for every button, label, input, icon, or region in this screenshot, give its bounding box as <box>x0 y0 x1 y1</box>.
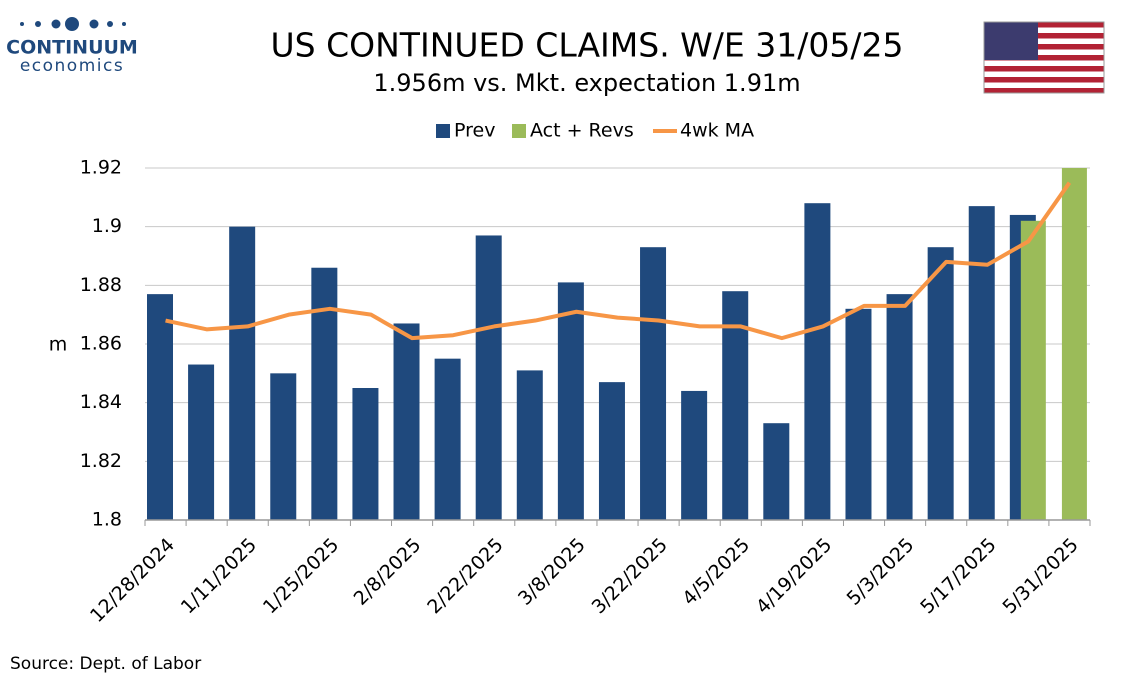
bar <box>475 235 502 520</box>
bar <box>311 267 338 520</box>
bar <box>598 382 625 520</box>
line <box>165 181 1072 341</box>
x-tick-label: 5/3/2025 <box>843 534 919 610</box>
bar <box>434 358 461 520</box>
x-tick-label: 4/19/2025 <box>752 534 836 618</box>
logo: CONTINUUM economics <box>6 17 138 76</box>
us-flag <box>983 21 1105 94</box>
chart-title: US CONTINUED CLAIMS. W/E 31/05/25 <box>271 26 904 65</box>
source: Source: Dept. of Labor <box>10 654 201 674</box>
bar <box>557 282 584 520</box>
legend-swatch <box>436 124 450 138</box>
bar <box>763 423 790 520</box>
legend-label: Act + Revs <box>530 120 634 142</box>
x-tick-label: 12/28/2024 <box>86 534 179 627</box>
y-axis-label: m <box>49 334 68 356</box>
legend-swatch <box>512 124 526 138</box>
bar <box>1020 220 1046 520</box>
bar <box>845 308 872 520</box>
x-tick-label: 1/25/2025 <box>259 534 343 618</box>
bar <box>927 247 954 520</box>
bar <box>229 226 256 520</box>
bar <box>188 364 215 520</box>
bar <box>1061 168 1087 520</box>
x-tick-label: 5/17/2025 <box>916 534 1000 618</box>
y-tick-label: 1.86 <box>80 333 122 355</box>
legend-label: 4wk MA <box>680 120 754 142</box>
y-tick-label: 1.9 <box>92 215 122 237</box>
logo-tagline: economics <box>20 56 124 76</box>
bar <box>681 390 708 520</box>
x-tick-label: 2/8/2025 <box>350 534 426 610</box>
x-tick-label: 5/31/2025 <box>998 534 1082 618</box>
x-tick-label: 3/8/2025 <box>514 534 590 610</box>
bar <box>640 247 667 520</box>
chart-subtitle: 1.956m vs. Mkt. expectation 1.91m <box>373 69 800 97</box>
bar <box>270 373 297 520</box>
x-tick-label: 3/22/2025 <box>588 534 672 618</box>
bar <box>147 294 173 520</box>
x-tick-label: 2/22/2025 <box>423 534 507 618</box>
y-tick-label: 1.82 <box>80 450 122 472</box>
legend-label: Prev <box>454 120 495 142</box>
bar <box>968 206 995 520</box>
x-tick-label: 1/11/2025 <box>177 534 261 618</box>
y-tick-label: 1.88 <box>80 274 122 296</box>
bar <box>393 323 420 520</box>
logo-name: CONTINUUM <box>6 37 138 59</box>
plot-area <box>147 168 1087 520</box>
bar <box>516 370 543 520</box>
bar <box>886 294 913 520</box>
x-tick-label: 4/5/2025 <box>678 534 754 610</box>
y-tick-label: 1.8 <box>92 509 122 531</box>
bar <box>352 388 379 520</box>
bar <box>804 203 831 520</box>
y-tick-label: 1.84 <box>80 391 122 413</box>
y-tick-label: 1.92 <box>80 157 122 179</box>
